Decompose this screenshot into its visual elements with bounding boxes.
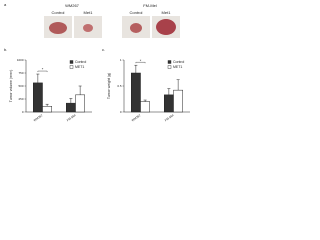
error-bar — [176, 79, 180, 91]
bar — [173, 89, 183, 113]
error-bar — [69, 98, 73, 104]
significance-bracket — [135, 62, 146, 64]
panel-label: a — [4, 2, 7, 7]
x-tick-label: WM267 — [33, 113, 44, 122]
legend-label: MET1 — [173, 65, 182, 69]
tumor — [49, 22, 67, 34]
y-tick-label: 500 — [18, 84, 23, 88]
significance-label: * — [42, 67, 44, 72]
photo-label: Control — [52, 10, 65, 15]
error-bar — [134, 64, 138, 73]
photo-label: Control — [130, 10, 143, 15]
legend-label: Control — [75, 60, 87, 64]
bar — [140, 101, 150, 113]
bar — [164, 94, 174, 113]
group-title: WM267 — [65, 3, 80, 8]
bar — [131, 72, 141, 113]
error-bar — [167, 88, 171, 95]
significance-label: * — [140, 58, 142, 63]
legend-label: MET1 — [75, 65, 84, 69]
panel-label: b. — [4, 47, 7, 52]
y-tick-label: 0.5 — [117, 84, 122, 88]
x-tick-label: FM-Mel — [66, 113, 77, 122]
error-bar — [78, 85, 82, 95]
tumor — [156, 19, 176, 35]
y-tick-label: 0 — [22, 110, 24, 114]
y-tick-label: 1000 — [17, 58, 24, 62]
y-tick-label: 250 — [18, 97, 23, 101]
y-tick-label: 0 — [120, 110, 122, 114]
y-axis-label: Tumor weight (g) — [107, 73, 111, 99]
error-bar — [143, 99, 147, 102]
photo-label: Met1 — [84, 10, 94, 15]
tumor — [130, 23, 142, 33]
tumor — [83, 24, 93, 32]
bar — [33, 82, 43, 113]
y-tick-label: 1 — [120, 58, 122, 62]
legend-swatch — [167, 60, 172, 64]
panel-label: c. — [102, 47, 105, 52]
photo-label: Met1 — [162, 10, 172, 15]
bar — [75, 94, 85, 113]
y-axis-label: Tumor volume (mm³) — [9, 70, 13, 103]
legend-swatch — [69, 60, 74, 64]
legend-label: Control — [173, 60, 185, 64]
figure: a WM267 FM-Mel Control Met1 Control Met1… — [4, 2, 190, 122]
x-tick-label: WM267 — [131, 113, 142, 122]
group-title: FM-Mel — [143, 3, 157, 8]
error-bar — [36, 73, 40, 83]
legend-swatch — [167, 65, 172, 69]
significance-bracket — [37, 70, 48, 73]
y-tick-label: 750 — [18, 71, 23, 75]
bar — [42, 106, 52, 113]
x-tick-label: FM-Mel — [164, 113, 175, 122]
bar — [66, 102, 76, 113]
error-bar — [45, 103, 49, 107]
legend-swatch — [69, 65, 74, 69]
